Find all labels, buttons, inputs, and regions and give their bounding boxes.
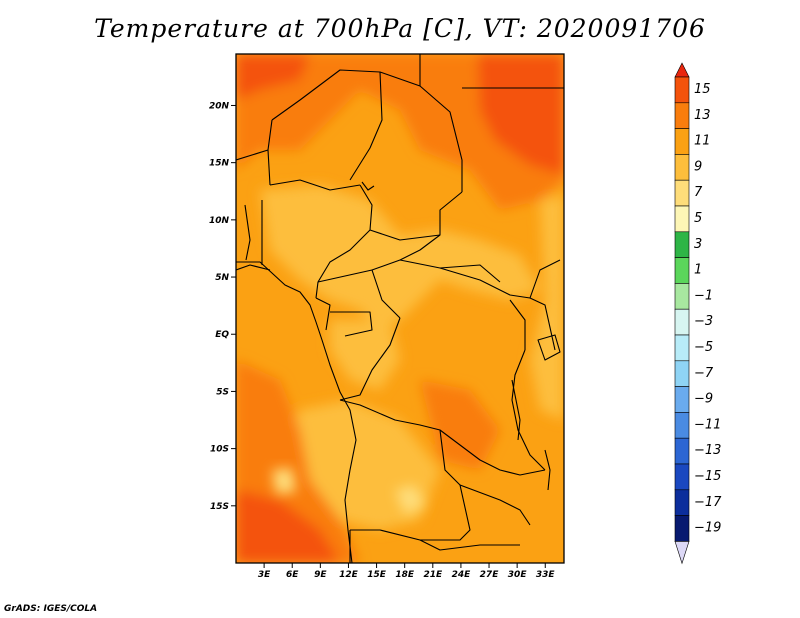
colorbar-label: −17 — [694, 495, 722, 510]
border-gabon-congo — [315, 297, 373, 337]
lake-victoria — [537, 334, 561, 361]
colorbar-label: −19 — [694, 521, 721, 536]
colorbar-segment — [674, 308, 690, 336]
border-zambia-zimb — [459, 484, 531, 526]
map-frame — [235, 53, 565, 564]
colorbar-segment — [674, 128, 690, 155]
y-tick-label: 15N — [209, 159, 230, 169]
field-band-11-13-northwest — [236, 54, 310, 100]
colorbar-segment — [674, 102, 690, 129]
field-band-7-9-central — [260, 185, 540, 330]
colorbar-label: −15 — [694, 469, 721, 484]
field-band-7-9-congo — [330, 320, 400, 390]
grads-credit: GrADS: IGES/COLA — [4, 604, 98, 614]
x-tick-label: 3E — [258, 570, 271, 580]
x-tick-label: 18E — [395, 570, 415, 580]
border-niger-nigeria — [269, 179, 361, 191]
colorbar-label: −13 — [694, 443, 721, 458]
colorbar-label: −3 — [694, 314, 713, 329]
x-tick-label: 21E — [423, 570, 443, 580]
y-tick-label: EQ — [215, 330, 229, 340]
x-tick-label: 24E — [452, 570, 472, 580]
colorbar-segment — [674, 154, 690, 181]
border-congo-drc — [339, 317, 401, 401]
colorbar-label: −11 — [694, 417, 721, 432]
coastline — [236, 261, 357, 563]
border-libya-chad — [349, 71, 383, 181]
map-axes: 3E 6E 9E 12E 15E 18E 21E 24E 27E 30E 33E 20N 15N 10N 5… — [209, 101, 556, 580]
y-tick-label: 20N — [209, 101, 230, 111]
field-band-7-9-south — [270, 400, 440, 530]
colorbar-label: −1 — [694, 288, 713, 303]
x-tick-label: 6E — [286, 570, 299, 580]
colorbar-label: 11 — [694, 134, 711, 149]
colorbar-label: 3 — [694, 237, 702, 252]
colorbar: 15 13 11 9 7 5 3 1 −1 −3 −5 −7 −9 −11 −13 −15 −17 −19 — [674, 62, 722, 565]
lake-tanganyika — [511, 379, 521, 441]
colorbar-label: 15 — [694, 82, 711, 97]
border-uganda — [509, 297, 556, 351]
x-tick-label: 12E — [339, 570, 359, 580]
lake-malawi — [544, 449, 551, 491]
colorbar-label: 5 — [694, 211, 702, 226]
field-band-5-7-south — [272, 468, 296, 494]
field-band-7-9-east — [530, 195, 564, 420]
lake-chad — [361, 181, 375, 191]
y-tick-label: 10S — [210, 445, 229, 455]
x-tick-label: 30E — [508, 570, 528, 580]
border-mali-niger — [236, 119, 273, 186]
y-tick-label: 15S — [210, 502, 229, 512]
colorbar-segment — [674, 334, 690, 362]
colorbar-segment — [674, 231, 690, 258]
x-tick-label: 27E — [480, 570, 500, 580]
border-drc-east — [511, 349, 546, 471]
colorbar-label: −7 — [694, 366, 714, 381]
map-title: Temperature at 700hPa [C], VT: 202009170… — [94, 14, 706, 43]
temperature-field — [236, 54, 564, 563]
colorbar-segment — [674, 412, 690, 439]
colorbar-segment — [674, 257, 690, 284]
colorbar-segment — [674, 205, 690, 233]
border-car-south — [317, 269, 401, 319]
border-south-sudan — [439, 259, 561, 299]
x-tick-label: 15E — [367, 570, 387, 580]
colorbar-segment — [674, 463, 690, 491]
border-zambia — [439, 429, 546, 476]
colorbar-segment — [674, 515, 690, 542]
colorbar-label: −9 — [694, 392, 713, 407]
y-tick-label: 10N — [209, 216, 230, 226]
colorbar-label: 7 — [694, 185, 703, 200]
colorbar-segment — [674, 489, 690, 516]
field-band-13-15-southwest — [236, 490, 340, 563]
colorbar-segment — [674, 179, 690, 207]
y-tick-label: 5N — [215, 273, 229, 283]
country-borders — [236, 54, 564, 563]
colorbar-arrow-bottom — [674, 541, 690, 565]
colorbar-label: 1 — [694, 263, 702, 278]
colorbar-segment — [674, 437, 690, 465]
colorbar-arrow-top — [674, 62, 690, 78]
colorbar-label: 13 — [694, 108, 711, 123]
field-band-11-13-east — [420, 380, 500, 470]
field-band-13-15-northeast — [478, 54, 564, 175]
colorbar-label: 9 — [694, 159, 702, 174]
x-tick-label: 33E — [536, 570, 556, 580]
border-west-africa — [236, 200, 271, 271]
colorbar-segment — [674, 283, 690, 310]
x-tick-label: 9E — [314, 570, 327, 580]
colorbar-segment — [674, 360, 690, 387]
y-tick-label: 5S — [216, 387, 229, 397]
field-band-5-7-east — [395, 485, 425, 515]
colorbar-label: −5 — [694, 340, 713, 355]
colorbar-segment — [674, 386, 690, 413]
border-north — [271, 69, 463, 192]
border-egypt-sudan — [419, 54, 564, 89]
border-angola — [339, 399, 471, 541]
colorbar-segment — [674, 76, 690, 104]
